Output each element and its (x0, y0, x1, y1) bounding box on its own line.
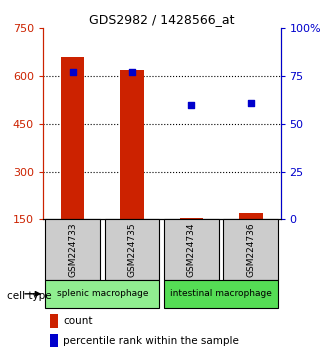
Bar (180, 218, 203, 219)
Text: cell type: cell type (7, 291, 51, 301)
Bar (164, 219, 219, 280)
Bar (105, 219, 159, 280)
Text: GSM224734: GSM224734 (187, 222, 196, 277)
Text: intestinal macrophage: intestinal macrophage (170, 289, 272, 298)
Text: count: count (63, 316, 93, 326)
Bar (45, 219, 100, 280)
Point (129, 69, 135, 75)
Bar (223, 219, 278, 280)
Point (248, 100, 253, 106)
Bar (45, 280, 159, 308)
Point (189, 102, 194, 108)
Text: percentile rank within the sample: percentile rank within the sample (63, 336, 239, 346)
Bar (120, 70, 144, 219)
Bar (50, 334, 58, 347)
Bar (61, 57, 84, 219)
Bar (239, 213, 263, 219)
Text: GSM224733: GSM224733 (68, 222, 77, 277)
Text: splenic macrophage: splenic macrophage (56, 289, 148, 298)
Text: GSM224736: GSM224736 (246, 222, 255, 277)
Title: GDS2982 / 1428566_at: GDS2982 / 1428566_at (89, 13, 234, 26)
Text: GSM224735: GSM224735 (127, 222, 137, 277)
Bar (50, 314, 58, 328)
Point (70, 69, 75, 75)
Bar (164, 280, 278, 308)
